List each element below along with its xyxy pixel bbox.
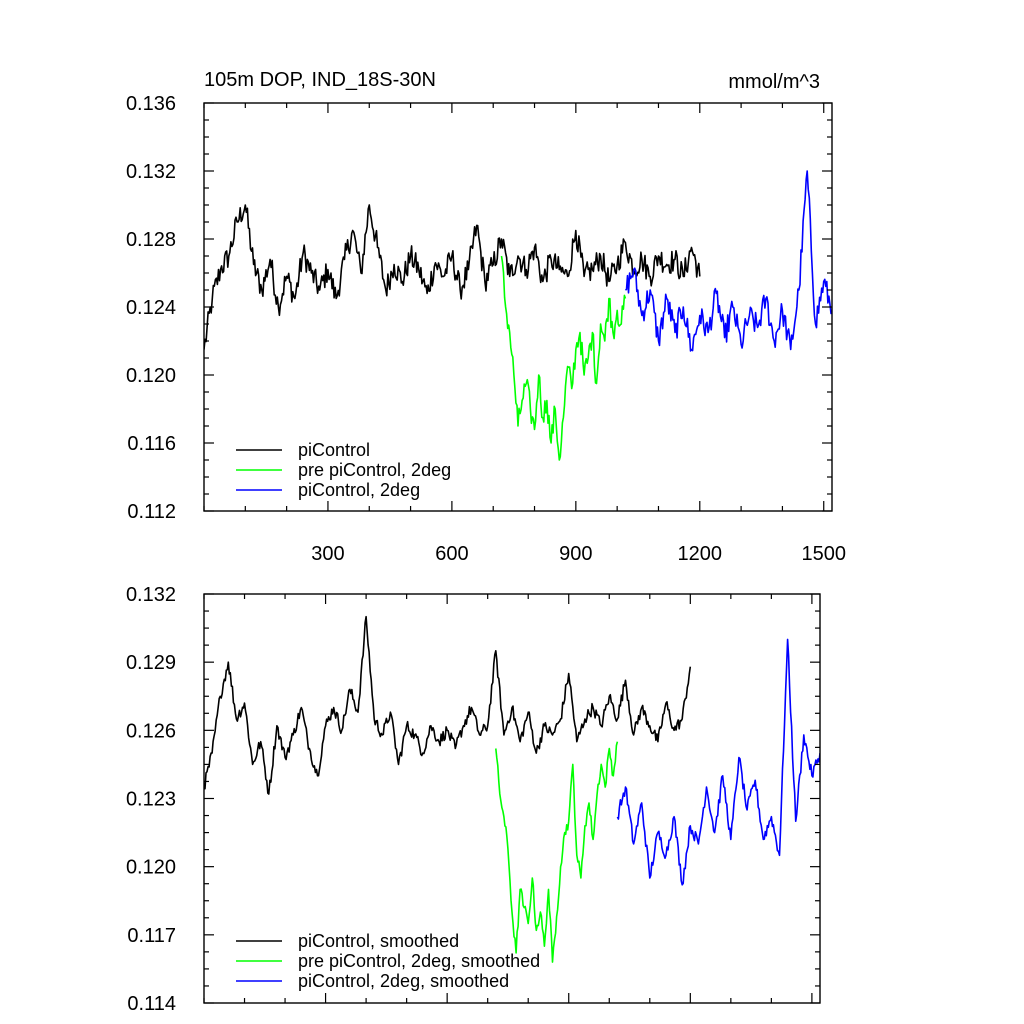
y-tick-label: 0.114 (127, 993, 176, 1015)
y-tick-label: 0.126 (126, 720, 176, 742)
legend-label: piControl, smoothed (298, 931, 459, 951)
y-tick-label: 0.129 (126, 652, 176, 674)
y-tick-label: 0.132 (126, 584, 176, 606)
series-group (204, 170, 832, 461)
legend-label: pre piControl, 2deg, smoothed (298, 951, 540, 971)
legend-label: pre piControl, 2deg (298, 460, 451, 480)
x-tick-label: 1200 (678, 543, 723, 565)
y-tick-label: 0.120 (126, 365, 176, 387)
y-tick-label: 0.128 (126, 229, 176, 251)
x-tick-label: 1500 (801, 543, 846, 565)
legend-label: piControl, 2deg (298, 480, 420, 500)
series-line-1 (204, 615, 692, 795)
y-tick-label: 0.136 (126, 93, 176, 115)
y-tick-label: 0.132 (126, 161, 176, 183)
series-line-2 (500, 255, 627, 461)
bottom-plot: 0.114 0.117 0.120 0.123 0.126 0.129 0.132 piCon… (126, 584, 821, 1015)
legend-label: piControl (298, 440, 370, 460)
series-line-1 (204, 204, 701, 350)
series-line-3 (616, 638, 820, 886)
series-line-3 (625, 170, 832, 352)
y-tick-label: 0.123 (126, 789, 176, 811)
chart-units: mmol/m^3 (728, 71, 820, 93)
series-line-2 (495, 741, 619, 963)
x-tick-label: 300 (311, 543, 344, 565)
plot-frame (203, 593, 821, 1004)
x-tick-label: 900 (559, 543, 592, 565)
y-tick-label: 0.124 (126, 297, 176, 319)
y-tick-label: 0.117 (127, 925, 176, 947)
series-group (204, 615, 820, 963)
legend-label: piControl, 2deg, smoothed (298, 971, 509, 991)
x-tick-label: 600 (435, 543, 468, 565)
y-tick-label: 0.116 (127, 433, 176, 455)
top-plot: 0.112 0.116 0.120 0.124 0.128 0.132 0.136 300 60… (126, 93, 846, 565)
chart-title: 105m DOP, IND_18S-30N (204, 69, 436, 91)
y-tick-label: 0.120 (126, 857, 176, 879)
y-tick-label: 0.112 (127, 501, 176, 523)
